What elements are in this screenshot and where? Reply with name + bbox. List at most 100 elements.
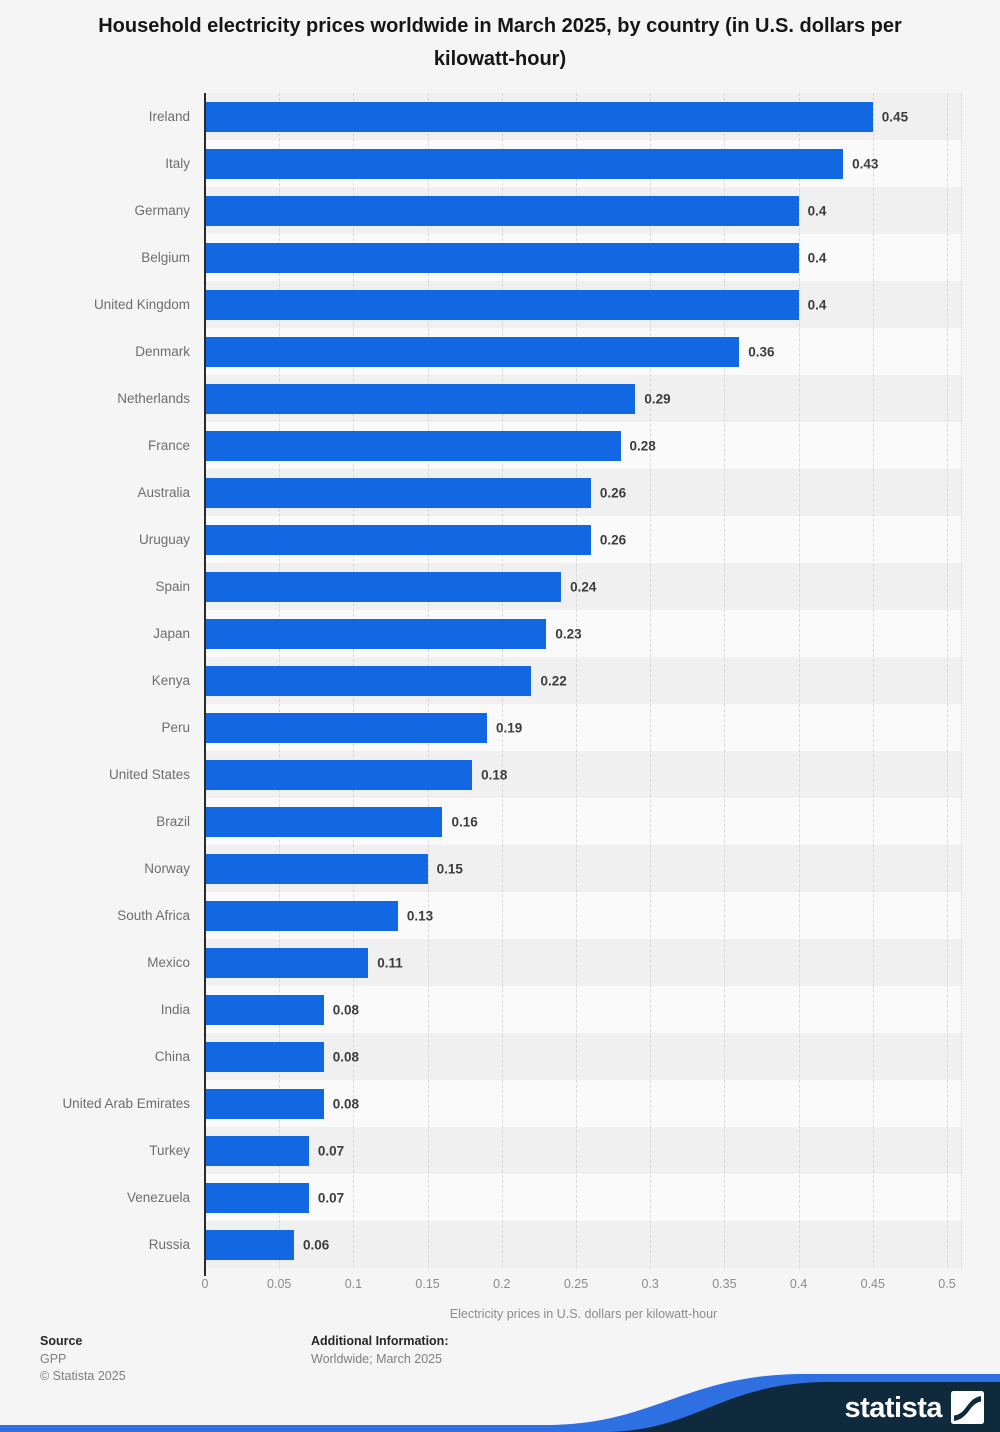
bar[interactable] <box>205 1088 324 1119</box>
bar[interactable] <box>205 618 547 649</box>
bar[interactable] <box>205 900 398 931</box>
bar[interactable] <box>205 242 799 273</box>
x-tick-label: 0.2 <box>493 1277 511 1291</box>
bar[interactable] <box>205 477 591 508</box>
country-label: France <box>147 438 190 453</box>
row-band: 0.19 <box>205 704 962 751</box>
row-band: 0.15 <box>205 845 962 892</box>
bar[interactable] <box>205 1182 309 1213</box>
value-label: 0.36 <box>748 344 775 359</box>
x-tick-label: 0.45 <box>860 1277 885 1291</box>
country-label: Germany <box>134 203 190 218</box>
value-label: 0.06 <box>303 1237 330 1252</box>
value-label: 0.13 <box>406 908 434 923</box>
row-band: 0.4 <box>205 234 962 281</box>
bar[interactable] <box>205 806 443 837</box>
row-band: 0.26 <box>205 469 962 516</box>
copyright-text: © Statista 2025 <box>40 1369 126 1383</box>
bar-row: Italy 0.43 <box>0 140 1000 187</box>
value-label: 0.4 <box>807 297 827 312</box>
row-band: 0.26 <box>205 516 962 563</box>
row-band: 0.16 <box>205 798 962 845</box>
bar[interactable] <box>205 994 324 1025</box>
row-band: 0.22 <box>205 657 962 704</box>
value-label: 0.16 <box>451 814 478 829</box>
bar[interactable] <box>205 195 799 226</box>
source-value: GPP <box>40 1351 67 1366</box>
country-label: Turkey <box>149 1143 190 1158</box>
bar-row: Ireland 0.45 <box>0 93 1000 140</box>
x-tick-label: 0.25 <box>563 1277 589 1291</box>
statista-mark-icon <box>951 1391 984 1424</box>
bar[interactable] <box>205 148 844 179</box>
bar-row: Mexico 0.11 <box>0 939 1000 986</box>
source-block: Source GPP © Statista 2025 <box>40 1333 126 1386</box>
row-band: 0.36 <box>205 328 962 375</box>
bar-row: United Arab Emirates 0.08 <box>0 1080 1000 1127</box>
bar-row: Kenya 0.22 <box>0 657 1000 704</box>
x-tick-label: 0.5 <box>938 1277 956 1291</box>
bar-row: Japan 0.23 <box>0 610 1000 657</box>
bar[interactable] <box>205 1135 309 1166</box>
x-tick-label: 0.3 <box>641 1277 659 1291</box>
value-label: 0.22 <box>540 673 567 688</box>
bar-row: Brazil 0.16 <box>0 798 1000 845</box>
country-label: Australia <box>137 485 190 500</box>
chart-title: Household electricity prices worldwide i… <box>98 15 902 70</box>
x-tick-label: 0.05 <box>267 1277 292 1291</box>
country-label: Mexico <box>147 955 190 970</box>
value-label: 0.19 <box>495 720 523 735</box>
row-band: 0.07 <box>205 1127 962 1174</box>
value-label: 0.26 <box>599 532 627 547</box>
value-label: 0.45 <box>881 109 909 124</box>
bar-row: Netherlands 0.29 <box>0 375 1000 422</box>
x-axis: 0 0.05 0.1 0.15 0.2 0.25 0.3 0.35 0.4 0.45 0.5 <box>0 1277 1000 1293</box>
row-band: 0.4 <box>205 281 962 328</box>
country-label: Norway <box>144 861 190 876</box>
row-band: 0.45 <box>205 93 962 140</box>
bar[interactable] <box>205 1229 295 1260</box>
row-band: 0.07 <box>205 1174 962 1221</box>
statista-logo-text: statista <box>844 1391 942 1424</box>
bar[interactable] <box>205 712 487 743</box>
source-label: Source <box>40 1334 83 1348</box>
country-label: Russia <box>148 1237 190 1252</box>
value-label: 0.07 <box>317 1190 345 1205</box>
bar[interactable] <box>205 947 369 978</box>
bar-row: Denmark 0.36 <box>0 328 1000 375</box>
bar-row: Peru 0.19 <box>0 704 1000 751</box>
bar[interactable] <box>205 101 873 132</box>
bar-row: United Kingdom 0.4 <box>0 281 1000 328</box>
country-label: Belgium <box>141 250 190 265</box>
value-label: 0.4 <box>807 250 827 265</box>
bar[interactable] <box>205 1041 324 1072</box>
row-band: 0.06 <box>205 1221 962 1268</box>
row-band: 0.29 <box>205 375 962 422</box>
country-label: Italy <box>165 156 190 171</box>
bar-row: Australia 0.26 <box>0 469 1000 516</box>
row-band: 0.23 <box>205 610 962 657</box>
row-band: 0.11 <box>205 939 962 986</box>
value-label: 0.18 <box>481 767 508 782</box>
bar[interactable] <box>205 289 799 320</box>
bar[interactable] <box>205 665 532 696</box>
bar[interactable] <box>205 759 473 790</box>
country-label: Brazil <box>156 814 190 829</box>
bar-row: Uruguay 0.26 <box>0 516 1000 563</box>
additional-info-block: Additional Information: Worldwide; March… <box>311 1333 448 1368</box>
value-label: 0.26 <box>599 485 627 500</box>
bar-row: France 0.28 <box>0 422 1000 469</box>
bar[interactable] <box>205 383 636 414</box>
row-band: 0.13 <box>205 892 962 939</box>
x-tick-label: 0.35 <box>712 1277 737 1291</box>
country-label: Japan <box>153 626 190 641</box>
bar[interactable] <box>205 853 428 884</box>
bar-row: Germany 0.4 <box>0 187 1000 234</box>
row-band: 0.28 <box>205 422 962 469</box>
bar-row: India 0.08 <box>0 986 1000 1033</box>
bar[interactable] <box>205 430 621 461</box>
bar[interactable] <box>205 571 562 602</box>
value-label: 0.29 <box>644 391 671 406</box>
bar[interactable] <box>205 336 740 367</box>
bar[interactable] <box>205 524 591 555</box>
